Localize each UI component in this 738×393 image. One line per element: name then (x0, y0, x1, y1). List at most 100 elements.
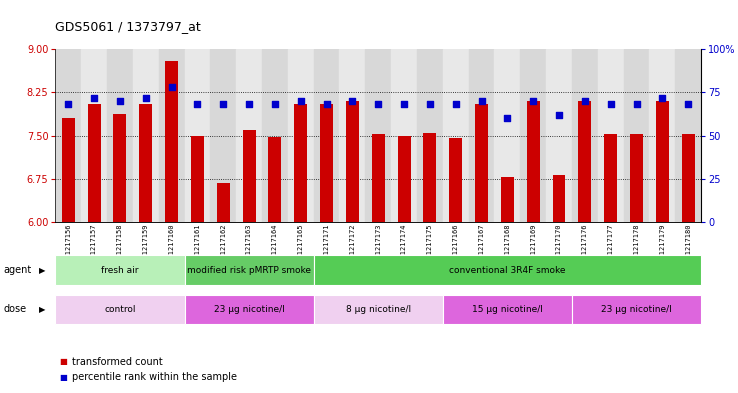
Bar (133, 49, 159, 222)
Bar (604, 134, 617, 222)
Bar (191, 136, 204, 222)
Bar (527, 101, 539, 222)
Bar (81, 49, 107, 222)
Text: ■: ■ (59, 373, 67, 382)
Bar (572, 49, 598, 222)
Bar (269, 137, 281, 222)
Bar (107, 49, 133, 222)
Bar (159, 49, 184, 222)
Point (579, 98, 590, 104)
Bar (55, 295, 184, 324)
Text: ▶: ▶ (39, 266, 46, 275)
Bar (494, 49, 520, 222)
Text: control: control (104, 305, 136, 314)
Bar (391, 49, 417, 222)
Bar (579, 101, 591, 222)
Text: dose: dose (4, 305, 27, 314)
Text: transformed count: transformed count (72, 356, 162, 367)
Bar (339, 49, 365, 222)
Text: 23 μg nicotine/l: 23 μg nicotine/l (601, 305, 672, 314)
Bar (372, 134, 384, 222)
Text: fresh air: fresh air (101, 266, 139, 275)
Bar (546, 49, 572, 222)
Text: ▶: ▶ (39, 305, 46, 314)
Point (683, 101, 694, 108)
Bar (184, 255, 314, 285)
Bar (184, 49, 210, 222)
Bar (443, 49, 469, 222)
Bar (572, 295, 701, 324)
Point (269, 101, 281, 108)
Point (192, 101, 204, 108)
Text: conventional 3R4F smoke: conventional 3R4F smoke (449, 266, 565, 275)
Text: percentile rank within the sample: percentile rank within the sample (72, 372, 237, 382)
Bar (55, 49, 81, 222)
Bar (114, 114, 126, 222)
Bar (262, 49, 288, 222)
Bar (236, 49, 262, 222)
Point (450, 101, 462, 108)
Point (527, 98, 539, 104)
Bar (346, 101, 359, 222)
Point (217, 101, 229, 108)
Bar (624, 49, 649, 222)
Bar (675, 49, 701, 222)
Point (114, 98, 125, 104)
Bar (469, 49, 494, 222)
Bar (314, 49, 339, 222)
Point (399, 101, 410, 108)
Point (424, 101, 435, 108)
Text: 8 μg nicotine/l: 8 μg nicotine/l (345, 305, 411, 314)
Point (62, 101, 74, 108)
Bar (630, 134, 643, 222)
Point (657, 94, 669, 101)
Bar (501, 177, 514, 222)
Bar (598, 49, 624, 222)
Bar (449, 138, 462, 222)
Bar (553, 175, 565, 222)
Bar (314, 255, 701, 285)
Bar (417, 49, 443, 222)
Point (502, 115, 514, 121)
Bar (217, 183, 230, 222)
Point (165, 84, 178, 90)
Point (475, 98, 487, 104)
Bar (294, 104, 307, 222)
Bar (443, 295, 572, 324)
Point (295, 98, 307, 104)
Bar (184, 295, 314, 324)
Point (630, 101, 642, 108)
Point (89, 94, 100, 101)
Point (373, 101, 384, 108)
Bar (320, 104, 333, 222)
Bar (520, 49, 546, 222)
Bar (398, 136, 410, 222)
Point (554, 112, 565, 118)
Bar (165, 61, 178, 222)
Bar (424, 133, 436, 222)
Bar (365, 49, 391, 222)
Point (605, 101, 617, 108)
Bar (88, 104, 100, 222)
Text: modified risk pMRTP smoke: modified risk pMRTP smoke (187, 266, 311, 275)
Bar (210, 49, 236, 222)
Bar (656, 101, 669, 222)
Text: 23 μg nicotine/l: 23 μg nicotine/l (214, 305, 284, 314)
Bar (682, 134, 694, 222)
Bar (62, 118, 75, 222)
Bar (55, 255, 184, 285)
Bar (649, 49, 675, 222)
Bar (139, 104, 152, 222)
Point (139, 94, 152, 101)
Point (243, 101, 255, 108)
Bar (475, 104, 488, 222)
Bar (243, 130, 255, 222)
Text: ■: ■ (59, 357, 67, 366)
Text: 15 μg nicotine/l: 15 μg nicotine/l (472, 305, 543, 314)
Text: agent: agent (4, 265, 32, 275)
Bar (314, 295, 443, 324)
Text: GDS5061 / 1373797_at: GDS5061 / 1373797_at (55, 20, 201, 33)
Bar (288, 49, 314, 222)
Point (320, 101, 332, 108)
Point (347, 98, 359, 104)
